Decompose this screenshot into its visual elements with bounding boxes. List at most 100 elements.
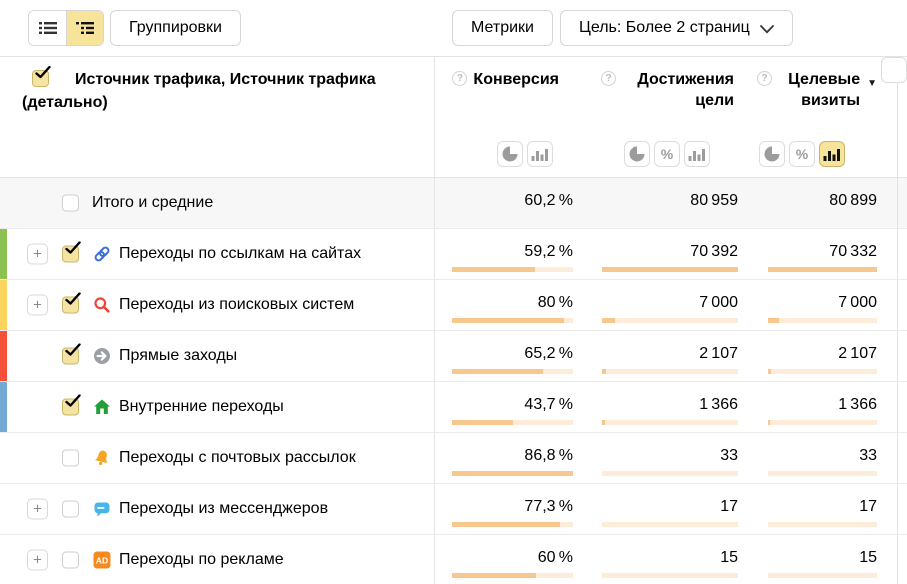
table-row-messengers: + Переходы из мессенджеров 77,3 % 17 17 — [0, 484, 907, 535]
goal-reaches-value: 7 000 — [699, 294, 738, 311]
target-visits-bar — [768, 573, 877, 578]
groupings-button[interactable]: Группировки — [110, 10, 241, 46]
goal-reaches-view-switcher: % — [583, 141, 748, 167]
column-conversion: ? Конверсия — [435, 57, 583, 177]
goal-reaches-bar — [602, 420, 738, 425]
checkmark-icon — [65, 343, 81, 356]
percent-view-button[interactable]: % — [789, 141, 815, 167]
flat-list-icon — [38, 22, 57, 34]
goal-reaches-value: 33 — [720, 447, 738, 464]
conversion-cell: 59,2 % — [435, 229, 583, 279]
pie-view-button[interactable] — [624, 141, 650, 167]
row-checkbox[interactable] — [62, 551, 79, 569]
expand-row-button[interactable]: + — [27, 294, 48, 316]
target-visits-value: 2 107 — [838, 345, 877, 362]
row-name-cell: Итого и средние — [0, 178, 435, 228]
pie-view-button[interactable] — [759, 141, 785, 167]
dimension-title: Источник трафика, Источник трафика (дета… — [22, 71, 376, 111]
flat-list-view-button[interactable] — [29, 11, 66, 45]
row-color-stripe — [0, 382, 7, 432]
target-visits-value: 33 — [859, 447, 877, 464]
row-name-cell: + Переходы по ссылкам на сайтах — [0, 229, 435, 279]
conversion-bar — [452, 573, 573, 578]
column-header-target-visits[interactable]: Целевые визиты — [788, 71, 861, 109]
row-checkbox[interactable] — [62, 194, 79, 212]
goal-reaches-bar — [602, 471, 738, 476]
row-checkbox[interactable] — [62, 343, 81, 365]
row-label: Переходы с почтовых рассылок — [119, 449, 356, 466]
row-name-cell: + AD Переходы по рекламе — [0, 535, 435, 584]
pie-view-button[interactable] — [497, 141, 523, 167]
dimension-header-cell: Источник трафика, Источник трафика (дета… — [0, 57, 435, 177]
view-mode-toggle — [28, 10, 104, 46]
bars-view-button[interactable] — [684, 141, 710, 167]
row-label: Внутренние переходы — [119, 398, 284, 415]
bell-icon — [93, 449, 111, 467]
goal-reaches-cell: 17 — [583, 484, 748, 534]
row-name-cell: + Переходы из мессенджеров — [0, 484, 435, 534]
row-name-cell: + Переходы из поисковых систем — [0, 280, 435, 330]
expand-row-button[interactable]: + — [27, 243, 48, 265]
target-visits-cell: 1 366 — [748, 382, 897, 432]
target-visits-bar — [768, 267, 877, 272]
row-checkbox[interactable] — [62, 292, 81, 314]
percent-icon: % — [795, 146, 809, 162]
row-checkbox[interactable] — [62, 449, 79, 467]
target-visits-view-switcher: % — [748, 141, 897, 167]
row-checkbox[interactable] — [62, 241, 81, 263]
row-color-stripe — [0, 229, 7, 279]
messenger-icon — [93, 500, 111, 518]
tree-view-button[interactable] — [66, 11, 103, 45]
goal-dropdown[interactable]: Цель: Более 2 страниц — [560, 10, 793, 46]
conversion-view-switcher — [435, 141, 583, 167]
checkmark-icon — [65, 394, 81, 407]
target-visits-cell: 15 — [748, 535, 897, 584]
goal-reaches-bar — [602, 318, 738, 323]
target-visits-value: 7 000 — [838, 294, 877, 311]
pie-chart-icon — [764, 146, 780, 162]
goal-reaches-value: 2 107 — [699, 345, 738, 362]
row-name-cell: Переходы с почтовых рассылок — [0, 433, 435, 483]
row-name-cell: Прямые заходы — [0, 331, 435, 381]
conversion-cell: 86,8 % — [435, 433, 583, 483]
bar-chart-icon — [688, 148, 705, 161]
bars-view-button[interactable] — [527, 141, 553, 167]
checkmark-icon — [35, 66, 51, 79]
sort-desc-icon[interactable]: ▼ — [867, 78, 877, 89]
pie-chart-icon — [502, 146, 518, 162]
target-visits-bar — [768, 318, 877, 323]
svg-text:AD: AD — [96, 555, 108, 565]
goal-reaches-cell: 33 — [583, 433, 748, 483]
ad-icon: AD — [93, 551, 111, 569]
chevron-down-icon — [759, 24, 774, 33]
select-all-checkbox[interactable] — [32, 66, 51, 87]
goal-reaches-bar — [602, 369, 738, 374]
target-visits-cell: 2 107 — [748, 331, 897, 381]
help-icon[interactable]: ? — [452, 71, 468, 86]
row-label: Переходы из поисковых систем — [119, 296, 355, 313]
row-checkbox[interactable] — [62, 500, 79, 518]
conversion-value: 80 % — [537, 294, 573, 311]
column-header-goal-reaches[interactable]: Достижения цели — [637, 71, 734, 109]
metrics-button[interactable]: Метрики — [452, 10, 553, 46]
help-icon[interactable]: ? — [601, 71, 616, 86]
column-header-conversion[interactable]: Конверсия — [473, 71, 559, 88]
table-row-site-links: + Переходы по ссылкам на сайтах 59,2 % 7… — [0, 229, 907, 280]
row-label: Переходы по ссылкам на сайтах — [119, 245, 362, 262]
percent-view-button[interactable]: % — [654, 141, 680, 167]
help-icon[interactable]: ? — [757, 71, 773, 86]
column-goal-reaches: ? Достижения цели % — [583, 57, 748, 177]
target-visits-value: 70 332 — [829, 243, 877, 260]
expand-row-button[interactable]: + — [27, 498, 48, 520]
conversion-bar — [452, 267, 573, 272]
target-visits-bar — [768, 420, 877, 425]
expand-row-button[interactable]: + — [27, 549, 48, 571]
table-row-ads: + AD Переходы по рекламе 60 % 15 15 — [0, 535, 907, 584]
conversion-value: 77,3 % — [524, 498, 573, 515]
target-visits-cell: 17 — [748, 484, 897, 534]
home-icon — [93, 398, 111, 416]
row-checkbox[interactable] — [62, 394, 81, 416]
bars-view-button[interactable] — [819, 141, 845, 167]
checkmark-icon — [65, 241, 81, 254]
